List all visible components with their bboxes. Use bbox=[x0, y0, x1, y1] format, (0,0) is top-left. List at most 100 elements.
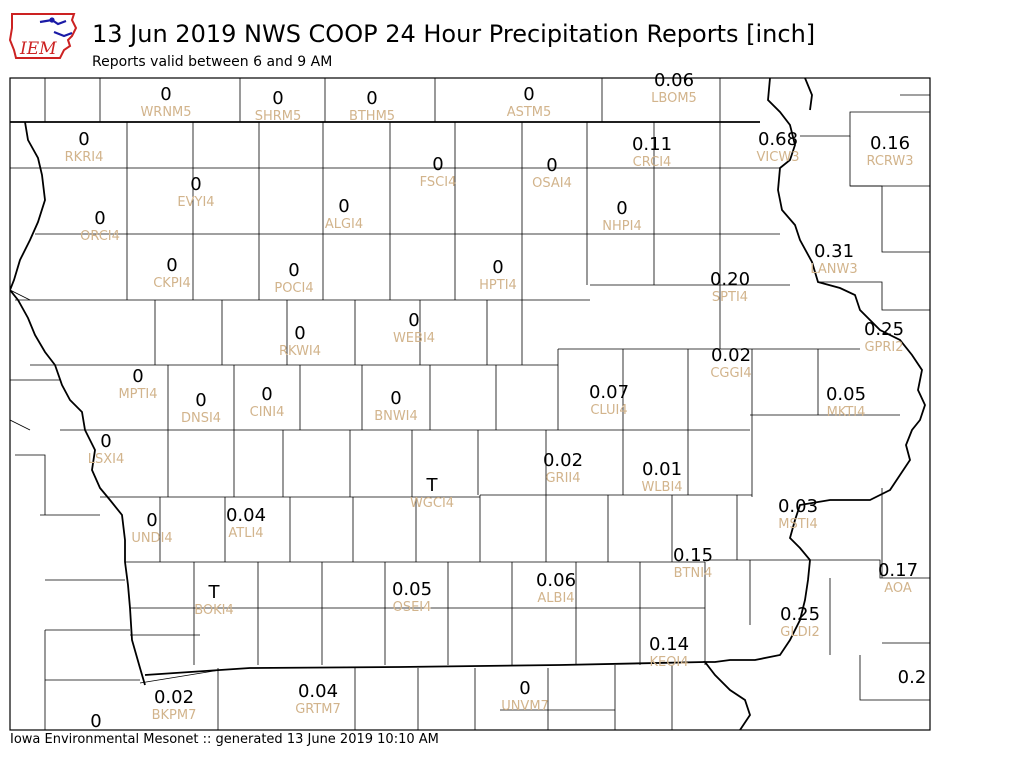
state-boundaries bbox=[10, 78, 926, 730]
precip-value: 0 bbox=[272, 88, 283, 109]
station-id: MPTI4 bbox=[118, 387, 157, 402]
precip-value: 0 bbox=[166, 255, 177, 276]
precip-value: 0.03 bbox=[778, 496, 818, 517]
station-id: WGCI4 bbox=[410, 496, 454, 511]
station-id: GRII4 bbox=[545, 471, 580, 486]
station-id: FSCI4 bbox=[420, 175, 457, 190]
station-id: UNVM7 bbox=[501, 699, 549, 714]
precip-value: 0.25 bbox=[864, 319, 904, 340]
precip-value: 0.05 bbox=[392, 579, 432, 600]
station-report: 0 bbox=[90, 711, 101, 732]
precip-value: 0.04 bbox=[226, 505, 266, 526]
station-id: POCI4 bbox=[274, 281, 313, 296]
map-title: 13 Jun 2019 NWS COOP 24 Hour Precipitati… bbox=[92, 20, 816, 48]
precip-value: 0 bbox=[190, 174, 201, 195]
station-id: HPTI4 bbox=[479, 278, 517, 293]
precip-value: 0.04 bbox=[298, 681, 338, 702]
precip-value: 0 bbox=[90, 711, 101, 732]
station-id: DNSI4 bbox=[181, 411, 221, 426]
precip-value: 0 bbox=[294, 323, 305, 344]
station-id: RKRI4 bbox=[65, 150, 104, 165]
station-id: MSTI4 bbox=[778, 517, 818, 532]
precip-value: 0 bbox=[616, 198, 627, 219]
precip-value: 0 bbox=[338, 196, 349, 217]
precip-value: 0.20 bbox=[710, 269, 750, 290]
station-id: CLUI4 bbox=[590, 403, 627, 418]
station-id: BKPM7 bbox=[152, 708, 197, 723]
precip-value: T bbox=[426, 475, 439, 496]
station-id: OSAI4 bbox=[532, 176, 572, 191]
precip-value: 0.05 bbox=[826, 384, 866, 405]
station-id: ALGI4 bbox=[325, 217, 363, 232]
station-id: VICW3 bbox=[757, 150, 800, 165]
county-boundaries bbox=[10, 78, 930, 730]
station-id: WEBI4 bbox=[393, 331, 435, 346]
station-id: BNWI4 bbox=[374, 409, 418, 424]
precip-value: 0.06 bbox=[536, 570, 576, 591]
station-id: WRNM5 bbox=[140, 105, 191, 120]
station-id: SPTI4 bbox=[712, 290, 748, 305]
station-id: BTNI4 bbox=[674, 566, 713, 581]
precip-value: 0.02 bbox=[543, 450, 583, 471]
station-id: BOKI4 bbox=[194, 603, 234, 618]
precip-value: T bbox=[208, 582, 221, 603]
precip-value: 0 bbox=[78, 129, 89, 150]
station-id: KEOI4 bbox=[649, 655, 688, 670]
precip-value: 0.17 bbox=[878, 560, 918, 581]
station-id: CGGI4 bbox=[710, 366, 751, 381]
precip-value: 0 bbox=[195, 390, 206, 411]
precip-value: 0.14 bbox=[649, 634, 689, 655]
station-id: CKPI4 bbox=[153, 276, 191, 291]
station-id: CINI4 bbox=[250, 405, 285, 420]
precip-value: 0 bbox=[432, 154, 443, 175]
station-id: GRTM7 bbox=[295, 702, 341, 717]
precip-value: 0 bbox=[261, 384, 272, 405]
station-id: AOA bbox=[884, 581, 912, 596]
station-id: SHRM5 bbox=[255, 109, 302, 124]
precip-value: 0 bbox=[519, 678, 530, 699]
station-id: ORCI4 bbox=[80, 229, 120, 244]
station-id: CRCI4 bbox=[633, 155, 672, 170]
station-id: ALBI4 bbox=[537, 591, 574, 606]
precip-value: 0.07 bbox=[589, 382, 629, 403]
station-id: BTHM5 bbox=[349, 109, 395, 124]
precip-value: 0 bbox=[492, 257, 503, 278]
station-report: 0.2 bbox=[898, 667, 927, 688]
logo-text: IEM bbox=[19, 39, 57, 59]
station-id: UNDI4 bbox=[131, 531, 172, 546]
station-id: LANW3 bbox=[810, 262, 857, 277]
precip-value: 0.25 bbox=[780, 604, 820, 625]
station-id: OSEI4 bbox=[393, 600, 432, 615]
precip-value: 0 bbox=[408, 310, 419, 331]
precip-value: 0 bbox=[523, 84, 534, 105]
station-reports: 0WRNM50SHRM50BTHM50ASTM50.06LBOM50RKRI40… bbox=[65, 70, 927, 732]
precip-value: 0 bbox=[160, 84, 171, 105]
station-id: MKTI4 bbox=[827, 405, 866, 420]
